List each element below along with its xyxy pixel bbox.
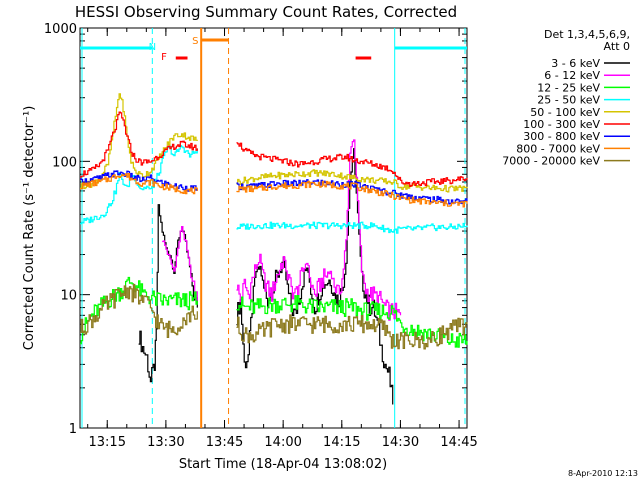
marker-n: N <box>149 42 156 53</box>
series-line <box>80 111 198 178</box>
y-axis-title: Corrected Count Rate (s⁻¹ detector⁻¹) <box>22 106 37 351</box>
x-tick-label: 14:15 <box>323 435 360 450</box>
y-tick-label: 100 <box>52 155 77 170</box>
legend-label: 300 - 800 keV <box>523 130 600 143</box>
detectors-header: Det 1,3,4,5,6,9, <box>544 28 630 41</box>
series-line <box>80 173 198 195</box>
y-ticks-group: 1 10 100 1000 <box>44 22 467 437</box>
series-line <box>80 145 198 225</box>
y-tick-label: 10 <box>60 289 77 304</box>
legend-label: 25 - 50 keV <box>537 94 600 107</box>
series-line <box>236 314 468 350</box>
x-tick-label: 13:45 <box>206 435 243 450</box>
legend-label: 6 - 12 keV <box>544 69 600 82</box>
overlay-group: NF S <box>80 28 467 428</box>
x-tick-label: 13:30 <box>147 435 184 450</box>
series-line <box>162 226 198 301</box>
x-ticks-group: 13:15 13:30 13:45 14:00 14:15 14:30 14:45 <box>87 28 478 450</box>
plot-frame <box>79 27 468 429</box>
y-tick-label: 1000 <box>44 22 77 37</box>
legend-label: 100 - 300 keV <box>523 118 600 131</box>
legend-label: 7000 - 20000 keV <box>502 155 600 168</box>
series-line <box>80 276 198 345</box>
series-line <box>138 204 198 383</box>
marker-s: S <box>192 36 198 47</box>
series-group <box>80 93 468 405</box>
timestamp: 8-Apr-2010 12:13 <box>568 469 638 478</box>
x-axis-title: Start Time (18-Apr-04 13:08:02) <box>179 457 387 472</box>
legend-label: 50 - 100 keV <box>530 106 600 119</box>
series-line <box>236 169 468 193</box>
attenuator-label: Att 0 <box>604 40 630 53</box>
x-tick-label: 14:00 <box>264 435 301 450</box>
x-tick-label: 14:30 <box>382 435 419 450</box>
marker-f: F <box>161 52 167 63</box>
series-line <box>80 283 198 338</box>
y-tick-label: 1 <box>69 422 77 437</box>
series-line <box>236 139 402 321</box>
series-line <box>236 142 468 187</box>
series-line <box>236 179 468 205</box>
legend-label: 12 - 25 keV <box>537 81 600 94</box>
series-line <box>236 221 468 234</box>
chart-title: HESSI Observing Summary Count Rates, Cor… <box>75 3 457 21</box>
series-line <box>236 295 468 348</box>
legend-label: 800 - 7000 keV <box>516 142 600 155</box>
series-line <box>236 180 468 208</box>
legend-label: 3 - 6 keV <box>551 57 600 70</box>
x-tick-label: 13:15 <box>89 435 126 450</box>
x-tick-label: 14:45 <box>440 435 477 450</box>
